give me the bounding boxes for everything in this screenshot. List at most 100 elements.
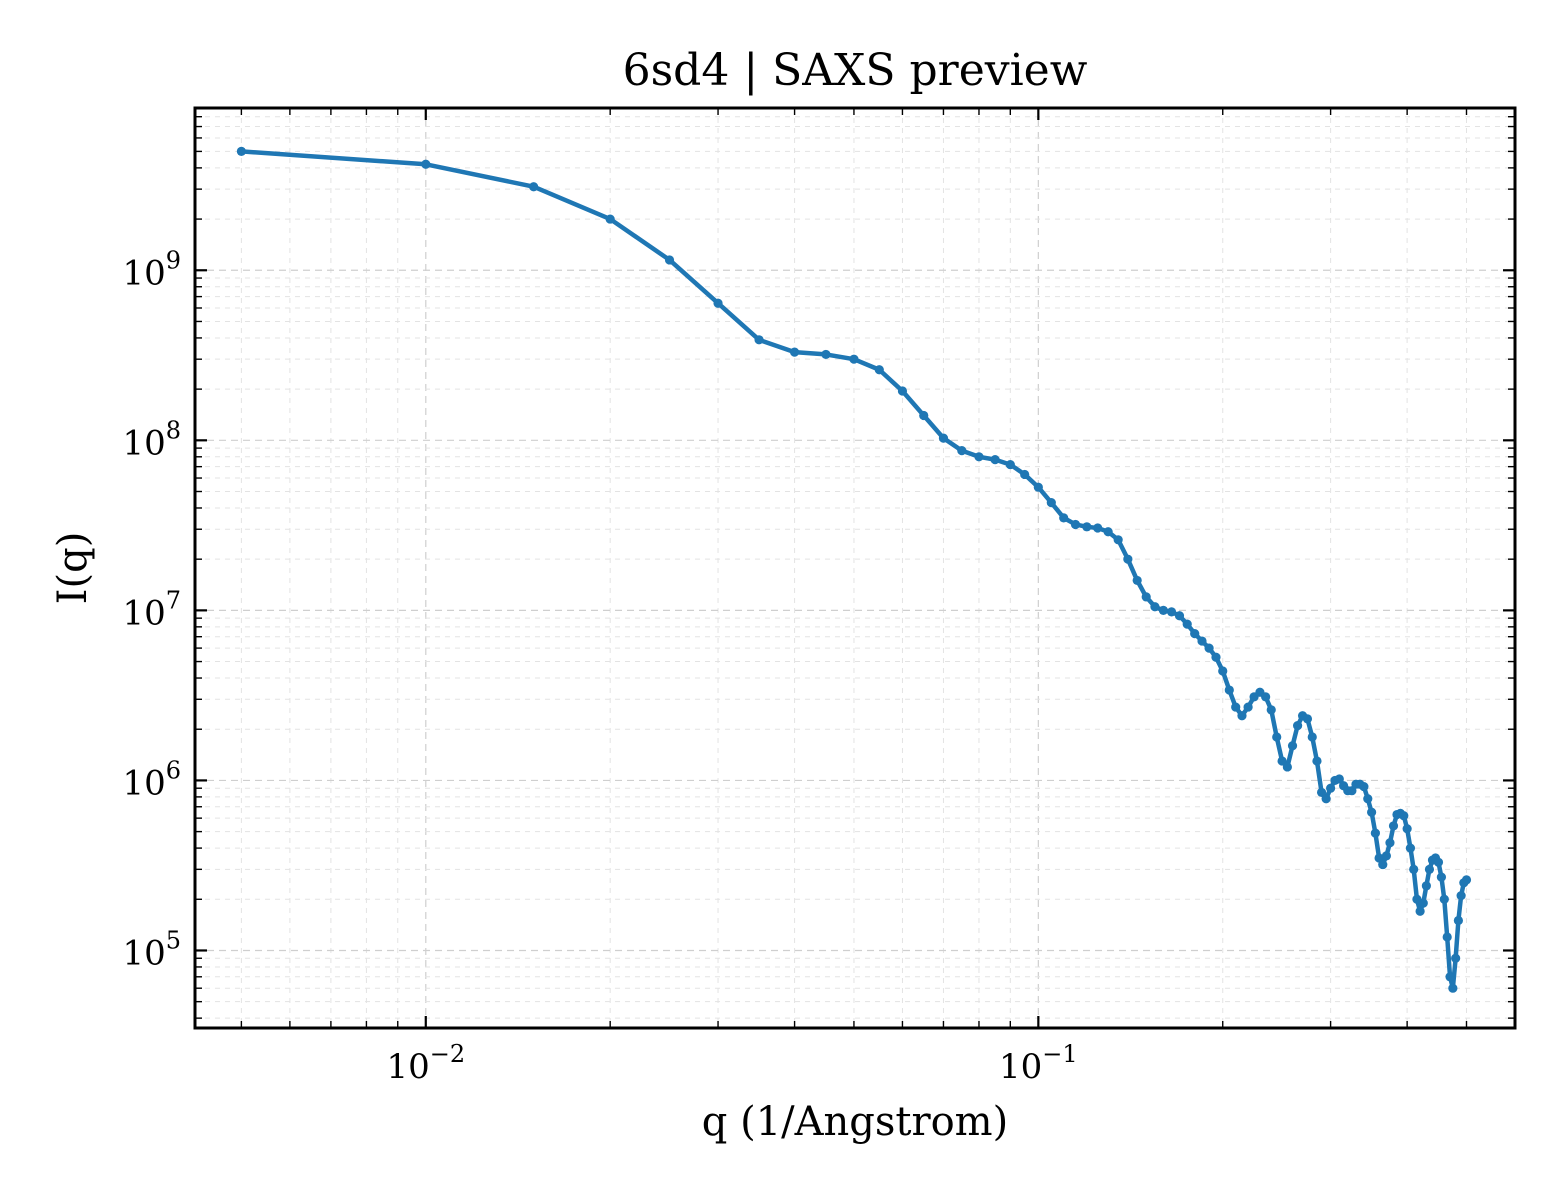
data-point xyxy=(1005,459,1015,470)
data-point xyxy=(1424,864,1435,874)
data-point xyxy=(1277,756,1287,766)
data-point xyxy=(1132,575,1142,586)
data-point xyxy=(421,159,431,169)
data-point xyxy=(1174,611,1185,621)
data-point xyxy=(1461,875,1472,885)
y-tick-label: 105 xyxy=(122,926,181,973)
data-point xyxy=(1436,872,1447,882)
data-point xyxy=(1367,807,1377,817)
data-point xyxy=(1307,732,1317,742)
data-point xyxy=(1218,666,1228,676)
data-point xyxy=(1166,607,1177,617)
data-point xyxy=(1272,732,1282,742)
data-point xyxy=(1261,692,1271,702)
data-point xyxy=(1243,702,1253,712)
data-point xyxy=(605,214,615,224)
data-point xyxy=(974,452,984,462)
data-point xyxy=(1182,619,1192,629)
data-point xyxy=(1421,881,1431,891)
data-point xyxy=(897,386,908,396)
data-point xyxy=(1359,781,1369,792)
data-point xyxy=(1385,838,1395,848)
data-point xyxy=(1370,828,1380,838)
data-point xyxy=(1123,554,1133,564)
data-point xyxy=(1418,898,1428,908)
data-point xyxy=(1224,685,1234,695)
data-point xyxy=(1197,636,1207,646)
data-point xyxy=(529,182,539,192)
data-point xyxy=(713,298,723,308)
data-point xyxy=(1103,527,1113,537)
y-tick-labels: 105 106 107 108 109 xyxy=(122,246,181,973)
data-point xyxy=(1093,523,1103,533)
data-point xyxy=(849,354,859,364)
data-point xyxy=(1282,762,1292,772)
data-point xyxy=(1113,535,1123,545)
data-point xyxy=(1293,721,1303,731)
y-tick-label: 107 xyxy=(122,586,181,633)
data-point xyxy=(1321,794,1331,804)
series-layer xyxy=(236,146,1472,993)
data-point xyxy=(990,455,1000,465)
data-point xyxy=(1231,702,1241,712)
data-point xyxy=(1190,629,1200,639)
data-point xyxy=(1442,932,1452,942)
x-tick-labels: 10−2 10−1 xyxy=(386,1040,1077,1087)
data-point xyxy=(664,255,675,265)
data-point xyxy=(1266,705,1276,715)
data-point xyxy=(1158,605,1168,615)
x-tick-label: 10−2 xyxy=(386,1040,465,1087)
x-tick-label: 10−1 xyxy=(999,1040,1078,1087)
data-point xyxy=(1070,519,1081,530)
data-point xyxy=(1448,983,1458,993)
data-point xyxy=(1409,864,1419,874)
data-point xyxy=(1405,843,1416,853)
data-point xyxy=(1402,824,1412,834)
data-point xyxy=(1433,857,1444,867)
data-point xyxy=(1415,906,1425,916)
y-tick-label: 106 xyxy=(122,756,181,803)
data-point xyxy=(1150,602,1160,612)
data-point xyxy=(938,433,949,443)
data-point xyxy=(919,410,929,421)
data-point xyxy=(1287,741,1298,751)
data-point xyxy=(874,365,884,375)
x-axis-label: q (1/Angstrom) xyxy=(702,1099,1008,1145)
data-point xyxy=(754,335,764,345)
data-point xyxy=(1312,756,1322,766)
data-point xyxy=(1334,774,1344,784)
chart-title: 6sd4 | SAXS preview xyxy=(623,45,1088,96)
data-point xyxy=(1141,592,1151,602)
data-point xyxy=(1204,643,1214,653)
data-point xyxy=(1445,972,1455,982)
data-point xyxy=(1020,469,1030,480)
data-point xyxy=(1388,821,1399,831)
grid-lines xyxy=(195,107,1515,1028)
data-point xyxy=(1059,513,1069,523)
data-point xyxy=(1378,859,1388,870)
data-point xyxy=(1399,811,1409,821)
data-point xyxy=(1082,522,1092,532)
data-point xyxy=(789,347,800,357)
data-point xyxy=(1033,482,1043,492)
data-point xyxy=(1439,894,1449,904)
data-point xyxy=(1381,851,1391,861)
y-tick-label: 108 xyxy=(122,416,181,463)
data-point xyxy=(1211,652,1221,662)
data-point xyxy=(821,349,831,360)
data-point xyxy=(1456,891,1466,901)
data-point xyxy=(1237,711,1247,721)
data-point xyxy=(1302,714,1313,724)
y-axis-label: I(q) xyxy=(50,532,96,605)
data-point xyxy=(1363,794,1373,804)
data-point xyxy=(1453,915,1463,926)
data-point xyxy=(236,146,246,157)
data-point xyxy=(957,446,967,456)
data-point xyxy=(1326,783,1336,793)
data-point xyxy=(1316,787,1327,798)
plot-frame xyxy=(193,106,1517,1030)
data-point xyxy=(1451,953,1461,963)
data-point xyxy=(1046,498,1056,508)
